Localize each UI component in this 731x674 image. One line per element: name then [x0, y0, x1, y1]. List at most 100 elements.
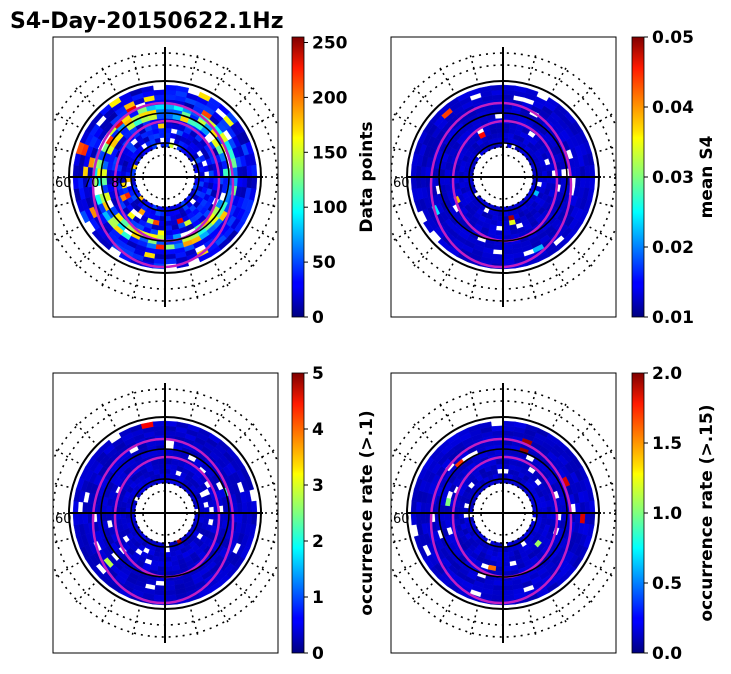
- radial-tick: [599, 538, 616, 545]
- axes-frame: [52, 372, 279, 654]
- heatmap-cell: [222, 168, 229, 178]
- heatmap-cell: [494, 449, 504, 456]
- radial-tick: [261, 202, 278, 209]
- heatmap-cell: [492, 253, 504, 260]
- radial-tick: [190, 53, 199, 81]
- radial-tick: [552, 65, 568, 91]
- radial-tick: [73, 583, 95, 605]
- heatmap-cell: [492, 94, 504, 101]
- heatmap-cell: [444, 505, 450, 514]
- heatmap-cell: [495, 230, 504, 236]
- radial-tick: [391, 146, 407, 152]
- polar-grid: [53, 47, 278, 307]
- heatmap-cell: [140, 85, 154, 93]
- heatmap-cell: [502, 430, 514, 437]
- radial-tick: [261, 145, 278, 152]
- radial-tick: [131, 53, 140, 81]
- heatmap-cell: [164, 589, 176, 596]
- colorbar-tick-label: 200: [312, 88, 348, 108]
- radial-tick: [214, 263, 230, 289]
- panel-occurrence-rate-015: 60 0.0 0.5 1.0 1.5 2.0 occurrence rate (>.15): [390, 364, 717, 664]
- heatmap-cell: [72, 164, 79, 178]
- heatmap-cell: [410, 176, 417, 190]
- heatmap-cell: [490, 84, 504, 91]
- radial-tick: [214, 65, 230, 91]
- chart-title: S4-Day-20150622.1Hz: [10, 9, 284, 34]
- colorbar-tick-label: 250: [312, 33, 348, 53]
- heatmap-cell: [222, 512, 229, 522]
- heatmap-cell: [72, 500, 79, 514]
- heatmap-cell: [502, 420, 516, 427]
- heatmap-cell: [589, 164, 596, 178]
- radial-tick: [589, 112, 615, 128]
- heatmap-cell: [241, 176, 248, 188]
- colorbar-tick-label: 4: [312, 420, 324, 440]
- radial-tick: [53, 538, 69, 544]
- heatmap-cell: [222, 176, 229, 186]
- colorbar-tick-label: 0.05: [652, 28, 694, 48]
- heatmap-cell: [164, 420, 178, 427]
- radial-tick: [251, 448, 277, 464]
- heatmap-cell: [439, 176, 446, 186]
- colorbar-tick-label: 0.02: [652, 238, 694, 258]
- colorbar: 0.01 0.02 0.03 0.04 0.05 mean S4: [631, 28, 717, 328]
- heatmap-cell: [157, 225, 166, 232]
- radial-tick: [599, 145, 616, 152]
- heatmap-cell: [410, 512, 417, 526]
- heatmap-cell: [413, 535, 423, 549]
- heatmap-cell: [502, 122, 511, 129]
- heatmap-cell: [579, 512, 586, 524]
- radial-tick: [131, 609, 140, 637]
- radial-tick: [391, 562, 417, 578]
- heatmap-cell: [444, 176, 450, 185]
- heatmap-cell: [164, 458, 173, 465]
- heatmap-cell: [508, 555, 516, 562]
- radial-tick: [411, 85, 433, 107]
- radial-tick: [73, 421, 95, 443]
- radial-tick: [528, 53, 537, 81]
- heatmap-cell: [153, 89, 166, 96]
- heatmap-cell: [156, 449, 166, 456]
- axes-frame: [390, 36, 617, 318]
- radial-tick: [214, 401, 230, 427]
- radial-tick: [411, 583, 433, 605]
- heatmap-cell: [154, 94, 166, 101]
- heatmap-cell: [101, 168, 108, 178]
- lat-label: 70: [83, 176, 100, 191]
- radial-tick: [573, 85, 595, 107]
- radial-tick: [411, 421, 433, 443]
- radial-tick: [100, 263, 116, 289]
- heatmap-cell: [157, 458, 166, 465]
- heatmap-cell: [493, 580, 504, 587]
- heatmap-cell: [155, 103, 166, 110]
- heatmap-cell: [495, 566, 504, 572]
- heatmap-cell: [439, 504, 446, 514]
- heatmap-cell: [502, 84, 516, 91]
- radial-tick: [100, 65, 116, 91]
- heatmap-cell: [502, 589, 514, 596]
- heatmap-cell: [154, 253, 166, 260]
- heatmap-cell: [502, 230, 511, 236]
- heatmap-cell: [502, 458, 511, 465]
- polar-grid: [391, 47, 616, 307]
- radial-tick: [235, 583, 257, 605]
- radial-tick: [573, 247, 595, 269]
- heatmap-cell: [437, 238, 451, 251]
- heatmap-cell: [157, 230, 166, 236]
- colorbar-bar: [291, 36, 305, 318]
- radial-tick: [53, 226, 79, 242]
- radial-tick: [391, 202, 407, 208]
- lat-label: 60: [393, 176, 410, 191]
- radial-tick: [391, 482, 407, 488]
- colorbar-label: occurrence rate (>.15): [697, 404, 717, 621]
- heatmap-cell: [492, 430, 504, 437]
- heatmap-cell: [157, 561, 166, 568]
- heatmap-cell: [495, 122, 504, 129]
- plot-area: [391, 383, 616, 643]
- radial-tick: [190, 389, 199, 417]
- heatmap-cell: [251, 176, 258, 190]
- oval-outer: [429, 437, 573, 605]
- heatmap-cell: [439, 512, 446, 522]
- radial-tick: [589, 448, 615, 464]
- heatmap-cell: [237, 502, 243, 514]
